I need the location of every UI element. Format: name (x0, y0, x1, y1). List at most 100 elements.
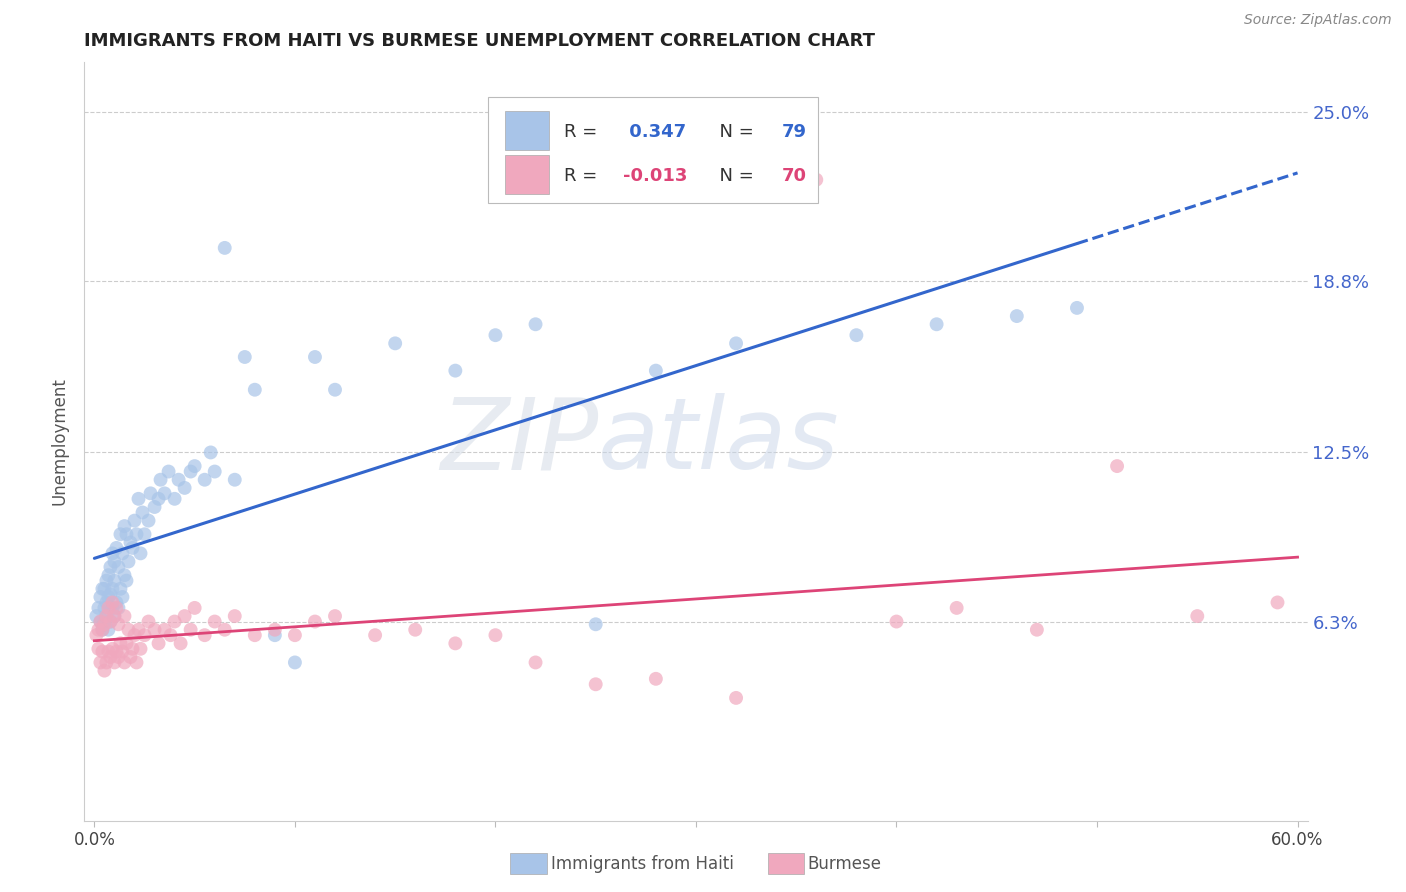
Point (91, 623, 114, 637)
Point (97, 623, 120, 637)
Point (91, 644, 114, 658)
Point (96, 609, 118, 624)
Point (1025, 623, 1047, 637)
Point (124, 514, 146, 528)
Point (484, 328, 506, 343)
Point (100, 615, 122, 629)
Point (107, 601, 129, 615)
Point (120, 650, 142, 665)
Point (243, 383, 266, 397)
Point (111, 644, 134, 658)
Point (194, 628, 217, 642)
Point (89, 656, 111, 670)
Point (524, 656, 547, 670)
Text: R =: R = (564, 167, 603, 186)
Point (925, 318, 948, 332)
Point (121, 641, 143, 656)
Point (93, 664, 115, 678)
Point (214, 623, 236, 637)
Point (115, 527, 138, 541)
Point (131, 505, 153, 519)
Point (111, 546, 134, 560)
Point (124, 628, 146, 642)
Point (134, 527, 156, 541)
Point (89, 590, 111, 604)
Point (101, 595, 124, 609)
Point (105, 541, 128, 555)
Point (87, 601, 110, 615)
Point (284, 656, 307, 670)
Point (585, 617, 607, 632)
Point (114, 609, 136, 624)
Point (148, 636, 170, 650)
Point (93, 601, 115, 615)
Point (173, 481, 195, 495)
Text: atlas: atlas (598, 393, 839, 490)
Point (194, 473, 217, 487)
Point (101, 641, 124, 656)
Point (101, 582, 124, 596)
Point (129, 641, 152, 656)
Point (110, 582, 132, 596)
Text: Source: ZipAtlas.com: Source: ZipAtlas.com (1244, 13, 1392, 28)
Point (107, 650, 129, 665)
Point (100, 650, 122, 665)
Point (96, 656, 118, 670)
Point (945, 601, 967, 615)
Point (139, 486, 162, 500)
Point (404, 623, 426, 637)
Point (163, 491, 186, 506)
Point (153, 486, 176, 500)
Point (117, 555, 139, 569)
Point (183, 601, 205, 615)
Point (585, 677, 607, 691)
Point (169, 636, 191, 650)
Text: -0.013: -0.013 (623, 167, 688, 186)
Point (644, 672, 666, 686)
Point (1107, 459, 1129, 474)
Point (214, 241, 236, 255)
Point (180, 623, 202, 637)
Point (86, 628, 108, 642)
Point (163, 615, 186, 629)
Point (129, 546, 152, 560)
Point (143, 500, 166, 514)
Point (125, 656, 148, 670)
Point (444, 636, 467, 650)
Point (97, 568, 120, 582)
Text: 79: 79 (782, 123, 807, 141)
Point (105, 595, 128, 609)
Point (845, 328, 868, 343)
Point (200, 445, 222, 459)
Point (100, 560, 122, 574)
Point (138, 615, 160, 629)
Point (159, 628, 181, 642)
Point (323, 383, 346, 397)
Point (107, 560, 129, 574)
Point (97, 601, 120, 615)
Point (1187, 609, 1209, 624)
Point (125, 527, 148, 541)
Point (263, 623, 285, 637)
FancyBboxPatch shape (488, 96, 818, 202)
Text: 70: 70 (782, 167, 807, 186)
Point (89, 615, 111, 629)
Point (89, 615, 111, 629)
Point (103, 656, 125, 670)
Point (103, 609, 125, 624)
Point (117, 623, 139, 637)
Point (484, 628, 506, 642)
Point (304, 350, 326, 364)
Point (204, 465, 226, 479)
Point (91, 623, 114, 637)
Text: Burmese: Burmese (807, 855, 882, 873)
Point (204, 615, 226, 629)
Point (91, 582, 114, 596)
Point (444, 364, 467, 378)
Point (524, 318, 547, 332)
Point (173, 609, 195, 624)
Point (148, 491, 170, 506)
Point (86, 609, 108, 624)
Point (644, 364, 666, 378)
Point (96, 595, 118, 609)
